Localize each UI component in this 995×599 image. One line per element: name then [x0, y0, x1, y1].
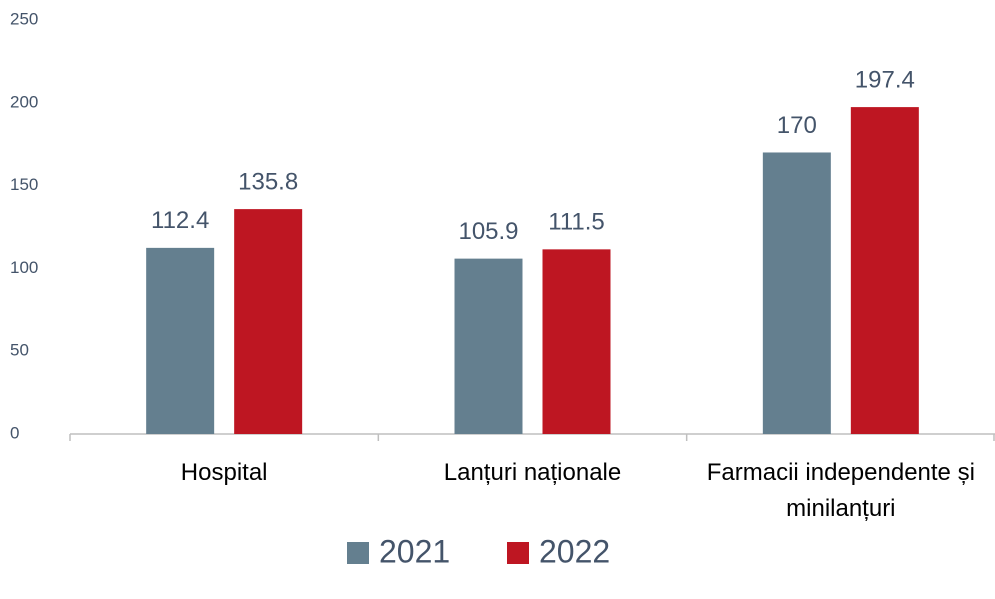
bar	[234, 209, 303, 434]
x-tick-label: Hospital	[180, 459, 268, 486]
y-tick-label: 50	[10, 341, 29, 360]
x-tick-label: Farmacii independente și minilanțuri	[706, 459, 975, 522]
data-label: 135.8	[238, 168, 298, 195]
y-tick-label: 200	[10, 92, 38, 111]
bar	[762, 152, 831, 435]
y-tick-label: 0	[10, 423, 19, 442]
data-label: 197.4	[855, 66, 915, 93]
y-tick-label: 150	[10, 175, 38, 194]
legend-swatch	[347, 542, 369, 564]
data-label: 112.4	[151, 207, 209, 234]
bar	[454, 258, 523, 434]
bar	[542, 249, 611, 434]
data-label: 111.5	[548, 209, 605, 236]
bar	[850, 107, 919, 435]
data-label: 105.9	[458, 218, 518, 245]
y-tick-label: 100	[10, 258, 38, 277]
data-label: 170	[777, 112, 817, 139]
legend-label: 2021	[379, 533, 450, 569]
legend-swatch	[507, 542, 529, 564]
bar	[146, 247, 215, 434]
y-tick-label: 250	[10, 9, 38, 28]
x-tick-label: Lanțuri naționale	[443, 459, 622, 486]
legend-label: 2022	[539, 533, 610, 569]
